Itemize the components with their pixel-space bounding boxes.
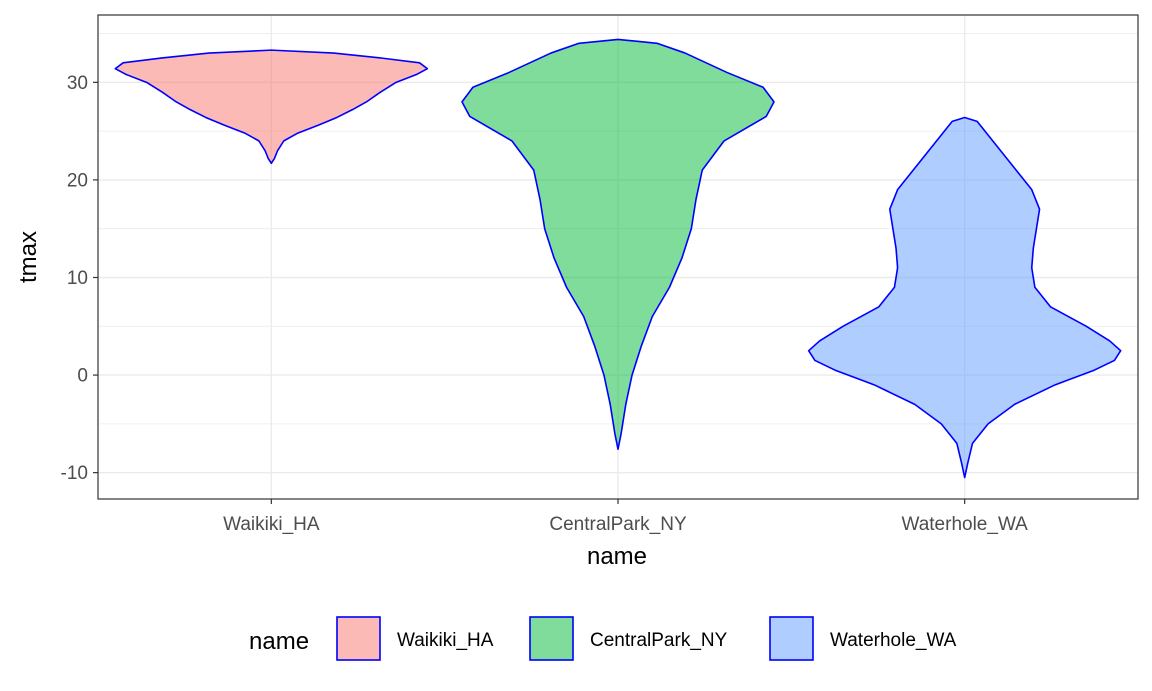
legend-label-Waterhole_WA: Waterhole_WA [830, 630, 957, 651]
legend: name Waikiki_HA CentralPark_NY Waterhole_W… [249, 616, 957, 661]
legend-title: name [249, 628, 309, 655]
x-axis-title: name [587, 543, 647, 570]
y-tick-label: 0 [77, 366, 88, 387]
y-tick-label: 30 [67, 73, 88, 94]
x-tick-label: CentralPark_NY [549, 514, 687, 535]
y-axis-title: tmax [15, 231, 42, 283]
axes: -10 0 10 20 30 Waikiki_HA CentralPark_NY Waterh… [61, 73, 1029, 535]
legend-key-CentralPark_NY [529, 616, 574, 661]
y-tick-label: 10 [67, 268, 88, 289]
x-tick-label: Waterhole_WA [901, 514, 1028, 535]
legend-label-CentralPark_NY: CentralPark_NY [590, 630, 728, 651]
violin-layer [114, 38, 1122, 479]
violin-CentralPark_NY [461, 38, 775, 451]
legend-key-Waikiki_HA [336, 616, 381, 661]
y-tick-label: 20 [67, 170, 88, 191]
legend-key-Waterhole_WA [769, 616, 814, 661]
violin-Waikiki_HA [114, 49, 429, 165]
violin-Waterhole_WA [807, 116, 1122, 479]
x-tick-label: Waikiki_HA [223, 514, 320, 535]
y-tick-label: -10 [61, 463, 88, 484]
legend-label-Waikiki_HA: Waikiki_HA [397, 630, 494, 651]
